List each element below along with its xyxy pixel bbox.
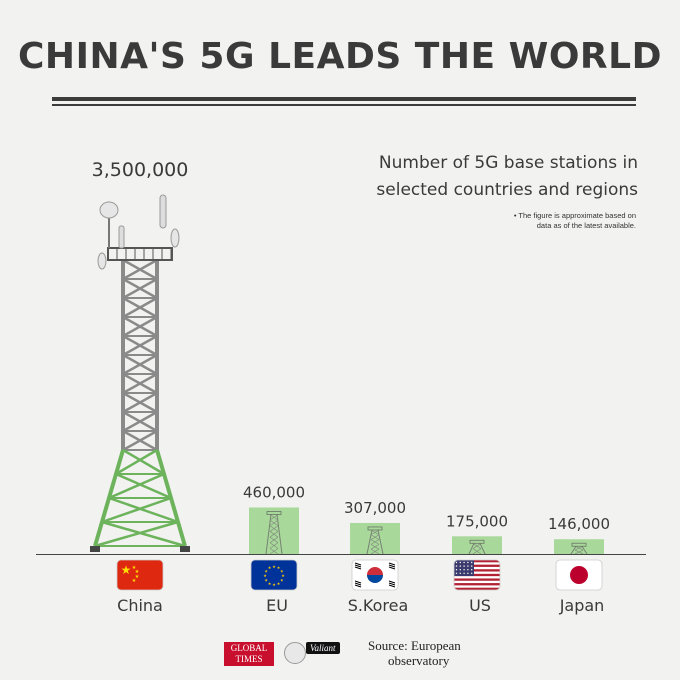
tower-icon: [265, 511, 283, 555]
bar-skorea: [350, 522, 400, 554]
chart-note: • The figure is approximate based on dat…: [436, 211, 636, 231]
category-label-us: US: [469, 596, 491, 615]
svg-text:★: ★: [280, 569, 284, 574]
global-times-logo: GLOBAL TIMES: [224, 642, 274, 666]
us-flag: [453, 559, 501, 591]
source-note: Source: European observatory: [368, 638, 461, 668]
svg-text:★: ★: [268, 565, 272, 570]
value-label-eu: 460,000: [243, 483, 305, 501]
svg-text:★: ★: [132, 578, 137, 584]
description-line-2: selected countries and regions: [376, 180, 638, 200]
svg-text:★: ★: [272, 564, 276, 569]
valiant-logo: Valiant: [284, 640, 354, 668]
svg-text:★: ★: [268, 581, 272, 586]
category-label-japan: Japan: [559, 596, 605, 615]
bar-china-tower: [90, 194, 190, 552]
value-label-skorea: 307,000: [344, 499, 406, 517]
svg-text:★: ★: [121, 563, 132, 577]
value-label-us: 175,000: [446, 512, 508, 530]
value-label-china: 3,500,000: [92, 159, 189, 181]
tower-icon: [366, 526, 384, 555]
svg-text:★: ★: [277, 581, 281, 586]
page-title: CHINA'S 5G LEADS THE WORLD: [18, 36, 662, 77]
bar-eu: [249, 507, 299, 554]
svg-text:★: ★: [132, 565, 137, 571]
footer: GLOBAL TIMES Valiant Source: European ob…: [0, 638, 680, 672]
title-rule-thick: [52, 97, 636, 101]
svg-text:★: ★: [135, 569, 140, 575]
chart-description: Number of 5G base stations in selected c…: [376, 150, 638, 204]
description-line-1: Number of 5G base stations in: [378, 153, 638, 173]
svg-text:★: ★: [281, 573, 285, 578]
svg-text:★: ★: [264, 569, 268, 574]
china-flag: ★ ★★★★: [116, 559, 164, 591]
svg-text:★: ★: [263, 573, 267, 578]
value-label-japan: 146,000: [548, 515, 610, 533]
svg-text:★: ★: [264, 578, 268, 583]
tower-icon: [468, 539, 486, 555]
svg-text:★: ★: [277, 565, 281, 570]
category-label-china: China: [117, 596, 163, 615]
note-line-2: data as of the latest available.: [536, 221, 636, 230]
category-label-skorea: S.Korea: [348, 596, 409, 615]
tower-icon: [570, 542, 588, 555]
south-korea-flag: [351, 559, 399, 591]
japan-flag: [555, 559, 603, 591]
note-line-1: • The figure is approximate based on: [513, 211, 636, 220]
panda-icon: [284, 642, 306, 664]
title-rule-thin: [52, 104, 636, 106]
svg-text:★: ★: [272, 582, 276, 587]
bar-us: [452, 536, 502, 554]
category-label-eu: EU: [266, 596, 288, 615]
eu-flag: ★★★★★★★★★ ★ ★★: [250, 559, 298, 591]
svg-text:★: ★: [280, 578, 284, 583]
svg-text:★: ★: [135, 574, 140, 580]
